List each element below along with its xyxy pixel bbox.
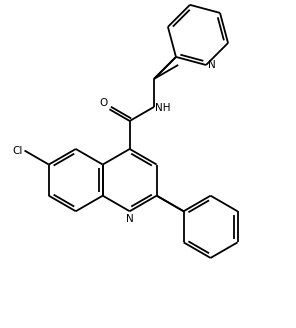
Text: NH: NH	[155, 103, 171, 113]
Text: N: N	[208, 60, 216, 70]
Text: N: N	[126, 214, 133, 224]
Text: Cl: Cl	[12, 146, 23, 155]
Text: O: O	[99, 98, 107, 108]
